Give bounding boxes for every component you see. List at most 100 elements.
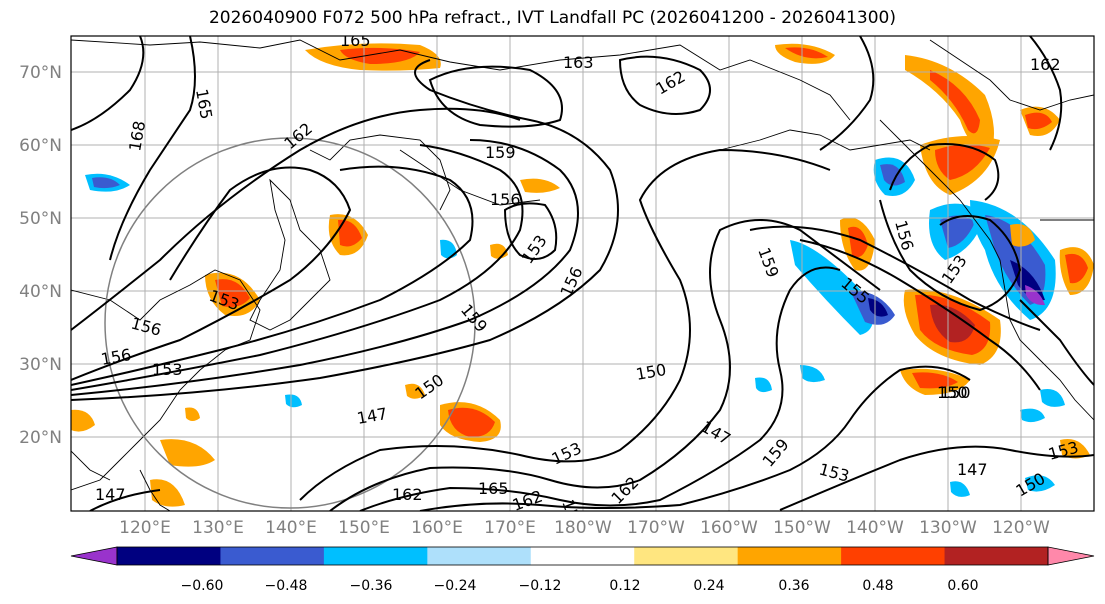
contour-label: 156: [490, 190, 521, 209]
colorbar-tick-label: 0.12: [609, 578, 640, 594]
colorbar-segment: [117, 547, 221, 565]
shade-navy: [1010, 260, 1045, 301]
shade-red: [848, 226, 868, 258]
shade-red: [1025, 112, 1052, 130]
shade-orange: [405, 383, 425, 399]
shade-red: [935, 144, 990, 180]
shade-red: [785, 47, 828, 59]
colorbar-tick-label: −0.60: [181, 578, 224, 594]
colorbar-tick-label: 0.60: [947, 578, 978, 594]
longitude-labels: 120°E 130°E 140°E 150°E 160°E 170°E 180°…: [119, 518, 1050, 538]
lat-label-30: 30°N: [19, 355, 62, 375]
map-title: 2026040900 F072 500 hPa refract., IVT La…: [208, 8, 896, 28]
lat-label-60: 60°N: [19, 136, 62, 156]
colorbar-segment: [427, 547, 532, 565]
shade-red: [340, 47, 420, 64]
shade-red: [1065, 253, 1088, 284]
contour-label: 159: [485, 143, 516, 162]
colorbar-extend-low: [70, 546, 118, 566]
lon-label: 120°E: [119, 518, 171, 538]
colorbar-extend-high: [1047, 546, 1095, 566]
shade-red: [338, 219, 362, 247]
lon-label: 170°E: [484, 518, 536, 538]
lon-label: 170°W: [627, 518, 685, 538]
map-area: 165 165 168 163 162 162 162 159 156 153 …: [71, 31, 1094, 511]
contour-label: 165: [340, 31, 371, 50]
colorbar-tick-label: 0.36: [778, 578, 809, 594]
shade-blue: [1040, 389, 1065, 407]
contour-label: 162: [392, 485, 423, 504]
contour-label: 165: [478, 479, 509, 498]
lon-label: 150°E: [338, 518, 390, 538]
shade-darkblue: [880, 164, 905, 186]
shade-orange: [185, 407, 200, 421]
lon-label: 130°E: [192, 518, 244, 538]
colorbar-frame: [116, 546, 1049, 566]
shade-orange: [1060, 439, 1090, 459]
colorbar-tick-label: 0.24: [693, 578, 724, 594]
latitude-labels: 70°N 60°N 50°N 40°N 30°N 20°N: [19, 63, 62, 448]
lon-label: 180°W: [554, 518, 612, 538]
shade-navy: [868, 298, 888, 317]
contour-label: 162: [1030, 55, 1061, 74]
lon-label: 150°W: [773, 518, 831, 538]
colorbar-tick-labels: −0.60 −0.48 −0.36 −0.24 −0.12 0.12 0.24 …: [181, 578, 979, 594]
lat-label-20: 20°N: [19, 428, 62, 448]
height-contours: [71, 36, 1094, 511]
lon-label: 130°W: [919, 518, 977, 538]
map-frame: [70, 35, 1095, 512]
shade-orange: [1010, 224, 1035, 247]
contour-label: 147: [957, 460, 988, 479]
shade-purple: [1025, 285, 1045, 306]
shade-darkred: [930, 304, 975, 343]
landfall-radius-circle: [104, 137, 476, 509]
shade-orange: [160, 439, 215, 467]
shade-blue: [1020, 408, 1045, 423]
lon-label: 120°W: [992, 518, 1050, 538]
shade-red: [215, 279, 250, 307]
lat-label-50: 50°N: [19, 209, 62, 229]
colorbar: [70, 546, 1095, 566]
shade-blue: [790, 240, 874, 335]
shade-blue: [950, 481, 970, 497]
graticule: [71, 36, 1094, 511]
shade-blue: [755, 377, 772, 393]
shade-red: [912, 372, 958, 389]
colorbar-tick-label: 0.48: [862, 578, 893, 594]
colorbar-segment: [944, 547, 1049, 565]
colorbar-tick-label: −0.36: [350, 578, 393, 594]
contour-label: 153: [152, 360, 183, 379]
coastlines: [71, 39, 1094, 511]
lat-label-40: 40°N: [19, 282, 62, 302]
colorbar-tick-label: −0.48: [265, 578, 308, 594]
shade-orange: [520, 178, 560, 193]
colorbar-segment: [220, 547, 325, 565]
shade-blue: [285, 394, 302, 408]
lon-label: 160°W: [700, 518, 758, 538]
contour-label: 147: [95, 485, 126, 504]
shade-blue: [800, 365, 825, 383]
colorbar-segment: [737, 547, 842, 565]
shade-blue: [1025, 475, 1055, 492]
shade-red: [930, 70, 980, 134]
colorbar-tick-label: −0.24: [434, 578, 477, 594]
shade-orange: [71, 409, 95, 432]
colorbar-tick-label: −0.12: [519, 578, 562, 594]
shade-orange: [150, 479, 185, 507]
colorbar-segment: [323, 547, 428, 565]
lat-label-70: 70°N: [19, 63, 62, 83]
contour-label: 150: [937, 383, 968, 402]
lon-label: 140°E: [265, 518, 317, 538]
shade-blue: [440, 239, 457, 259]
contour-label: 150: [940, 383, 971, 402]
contour-label: 163: [563, 53, 594, 72]
shade-red: [448, 407, 495, 438]
lon-label: 140°W: [846, 518, 904, 538]
shade-darkblue: [92, 177, 120, 189]
colorbar-segment: [634, 547, 739, 565]
lon-label: 160°E: [411, 518, 463, 538]
colorbar-segment: [841, 547, 946, 565]
colorbar-segment: [530, 547, 635, 565]
shade-darkblue: [940, 215, 975, 248]
